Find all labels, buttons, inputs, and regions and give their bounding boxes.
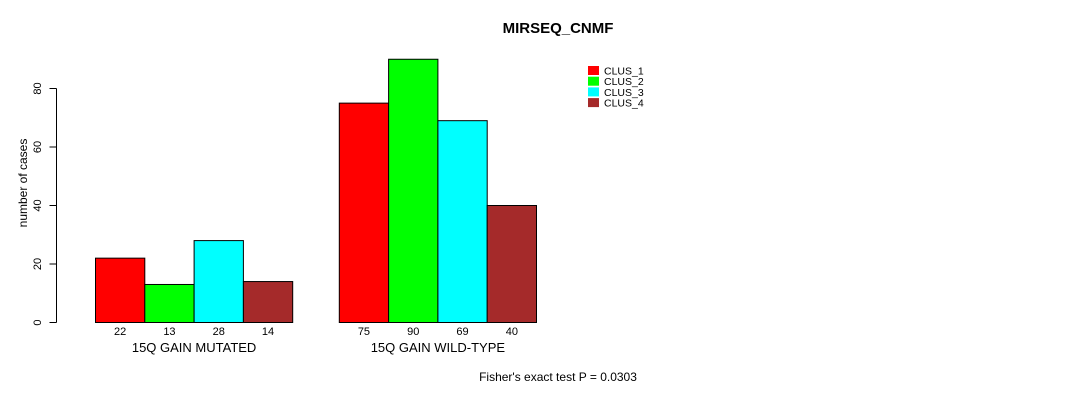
- y-tick-label: 60: [32, 141, 44, 153]
- bar-clus_4: [486, 205, 538, 323]
- bar-value-label: 69: [456, 326, 468, 338]
- bar-clus_3: [193, 240, 244, 324]
- legend-label-clus_4: CLUS_4: [604, 98, 644, 110]
- y-tick-label: 40: [32, 199, 44, 211]
- legend-label-clus_1: CLUS_1: [604, 66, 644, 78]
- bar-clus_1: [95, 257, 146, 323]
- legend-swatch-clus_2: [588, 76, 599, 86]
- bar-clus_2: [144, 283, 195, 324]
- bar-clus_1: [338, 102, 390, 323]
- y-axis-label: number of cases: [16, 139, 30, 228]
- y-axis: 0 20 40 60 80: [32, 82, 57, 326]
- bar-clus_2: [388, 58, 439, 323]
- bar-value-label: 28: [213, 326, 225, 338]
- legend-swatch-clus_4: [588, 98, 599, 108]
- y-tick-label: 20: [32, 258, 44, 270]
- bar-value-label: 40: [506, 326, 518, 338]
- x-category-label: 15Q GAIN WILD-TYPE: [371, 340, 506, 355]
- legend-label-clus_3: CLUS_3: [604, 87, 644, 99]
- bar-clus_4: [242, 281, 294, 323]
- legend-swatch-clus_3: [588, 87, 599, 97]
- bars-group: [95, 58, 538, 324]
- bar-value-label: 90: [407, 326, 419, 338]
- bar-value-label: 13: [163, 326, 175, 338]
- bar-value-label: 14: [262, 326, 274, 338]
- chart-title: MIRSEQ_CNMF: [503, 20, 614, 37]
- bar-value-label: 22: [114, 326, 126, 338]
- y-tick-label: 80: [32, 82, 44, 94]
- x-category-label: 15Q GAIN MUTATED: [132, 340, 256, 355]
- bar-value-label: 75: [358, 326, 370, 338]
- bar-clus_3: [437, 120, 488, 323]
- legend-label-clus_2: CLUS_2: [604, 76, 644, 88]
- y-tick-label: 0: [32, 319, 44, 325]
- annotation-text: Fisher's exact test P = 0.0303: [479, 370, 637, 384]
- legend-swatch-clus_1: [588, 66, 599, 75]
